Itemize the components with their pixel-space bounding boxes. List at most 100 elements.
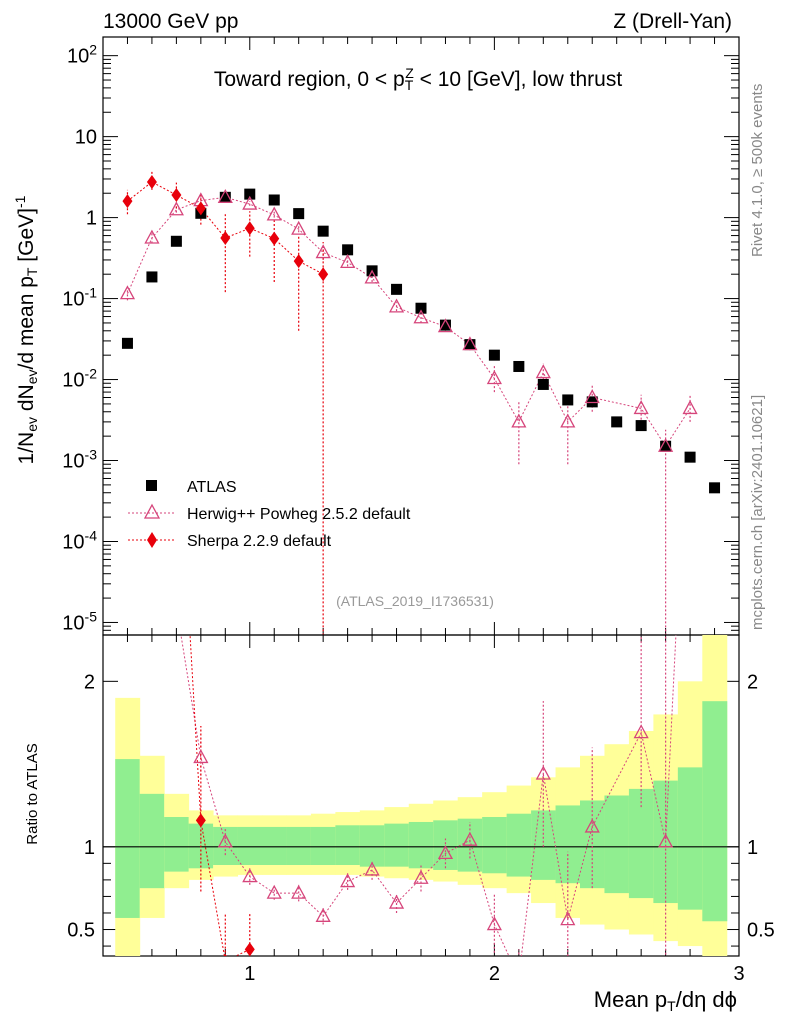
ratio-herwig-point — [584, 818, 600, 833]
ratio-y-axis-label: Ratio to ATLAS — [24, 743, 41, 844]
inner-band — [384, 823, 410, 867]
atlas-point — [709, 482, 721, 494]
ratio-herwig-point — [340, 873, 356, 888]
ratio-y-tick-label: 1 — [84, 837, 95, 859]
ratio-herwig-point — [242, 868, 258, 883]
atlas-point — [439, 319, 451, 331]
atlas-point — [684, 451, 696, 463]
inner-band — [115, 759, 141, 918]
ratio-plot-content — [103, 327, 739, 956]
x-tick-label: 3 — [733, 963, 744, 985]
atlas-point — [415, 302, 427, 314]
ratio-herwig-point — [462, 831, 478, 846]
main-y-tick-label: 10-2 — [62, 366, 97, 392]
ratio-sherpa-point — [171, 393, 181, 407]
atlas-point — [219, 191, 231, 203]
inner-band — [408, 821, 434, 869]
herwig-point — [364, 269, 380, 284]
ratio-herwig-point — [633, 724, 649, 739]
inner-band — [702, 701, 728, 922]
ratio-herwig-point — [486, 916, 502, 931]
sherpa-point — [318, 267, 329, 282]
herwig-point — [633, 400, 649, 415]
analysis-reference: (ATLAS_2019_I1736531) — [336, 593, 494, 609]
sherpa-point — [293, 254, 304, 269]
mcplots-label: mcplots.cern.ch [arXiv:2401.10621] — [749, 395, 766, 630]
ratio-herwig-line — [180, 635, 677, 956]
ratio-herwig-point — [315, 907, 331, 922]
main-y-tick-label: 10-3 — [62, 447, 97, 473]
ratio-y-tick-label: 2 — [84, 671, 95, 693]
main-y-tick-label: 10-1 — [62, 285, 97, 311]
ratio-herwig-point — [658, 833, 674, 848]
atlas-point — [635, 420, 647, 432]
atlas-point — [268, 194, 280, 206]
atlas-point — [293, 208, 305, 220]
inner-band — [335, 825, 361, 865]
herwig-point — [437, 318, 454, 333]
herwig-point — [144, 229, 160, 244]
atlas-point — [464, 339, 476, 351]
sherpa-point — [220, 230, 231, 245]
herwig-point — [242, 195, 258, 210]
atlas-point — [121, 337, 133, 349]
x-tick-label: 1 — [244, 963, 255, 985]
ratio-herwig-point — [437, 845, 454, 860]
atlas-point — [562, 394, 574, 406]
ratio-herwig-point — [193, 749, 209, 764]
herwig-point — [682, 400, 698, 415]
herwig-point — [658, 437, 674, 452]
legend-label-herwig: Herwig++ Powheg 2.5.2 default — [187, 506, 411, 523]
inner-band — [506, 813, 532, 877]
header-collision: 13000 GeV pp — [103, 10, 238, 33]
atlas-point — [513, 360, 525, 372]
x-axis-label: Mean pT/dη dϕ — [594, 987, 737, 1014]
ratio-herwig-point — [560, 911, 576, 926]
herwig-point — [511, 413, 527, 428]
legend-marker-herwig — [143, 503, 161, 519]
herwig-point — [119, 285, 136, 300]
ratio-sherpa-point — [195, 813, 206, 828]
atlas-point — [488, 349, 500, 361]
ratio-herwig-point — [170, 600, 183, 612]
ratio-panel: 0.5 0.5 1 1 2 2 1 2 3 — [67, 634, 775, 985]
inner-band — [139, 793, 165, 889]
x-tick-label: 2 — [489, 963, 500, 985]
herwig-point — [340, 254, 356, 269]
ratio-herwig-point — [413, 869, 429, 884]
main-plot-content — [119, 171, 721, 635]
main-y-tick-label: 1 — [86, 208, 97, 230]
herwig-point — [217, 188, 233, 203]
inner-band — [628, 788, 654, 899]
ratio-y-tick-label-right: 1 — [747, 837, 758, 859]
herwig-point — [413, 309, 429, 324]
inner-band — [237, 826, 263, 865]
main-panel: 102 10 1 10-1 10-2 10-3 10-4 10-5 — [62, 36, 740, 636]
atlas-point — [146, 271, 158, 283]
atlas-point — [611, 416, 623, 428]
main-y-axis-label: 1/Nev dNev/d mean pT [GeV]-1 — [12, 195, 40, 464]
ratio-herwig-point — [535, 765, 551, 780]
sherpa-point — [171, 188, 182, 203]
ratio-herwig-point — [121, 327, 134, 339]
herwig-point — [266, 206, 282, 221]
legend: ATLAS Herwig++ Powheg 2.5.2 default Sher… — [128, 479, 411, 550]
sherpa-point — [269, 231, 280, 246]
header-process: Z (Drell-Yan) — [613, 10, 732, 33]
herwig-point — [168, 201, 184, 216]
legend-label-sherpa: Sherpa 2.2.9 default — [187, 533, 332, 550]
ratio-y-tick-label-right: 0.5 — [747, 920, 775, 942]
ratio-herwig-point — [364, 861, 380, 876]
ratio-herwig-point — [266, 884, 282, 899]
main-y-tick-label: 10-4 — [62, 528, 97, 554]
atlas-point — [391, 283, 403, 295]
sherpa-point — [244, 221, 255, 236]
inner-band — [310, 826, 336, 865]
herwig-point — [584, 389, 600, 404]
ratio-herwig-point — [217, 833, 233, 848]
herwig-point — [462, 336, 478, 351]
main-y-tick-label: 102 — [67, 42, 97, 68]
ratio-herwig-point — [291, 884, 307, 899]
herwig-point — [560, 413, 576, 428]
